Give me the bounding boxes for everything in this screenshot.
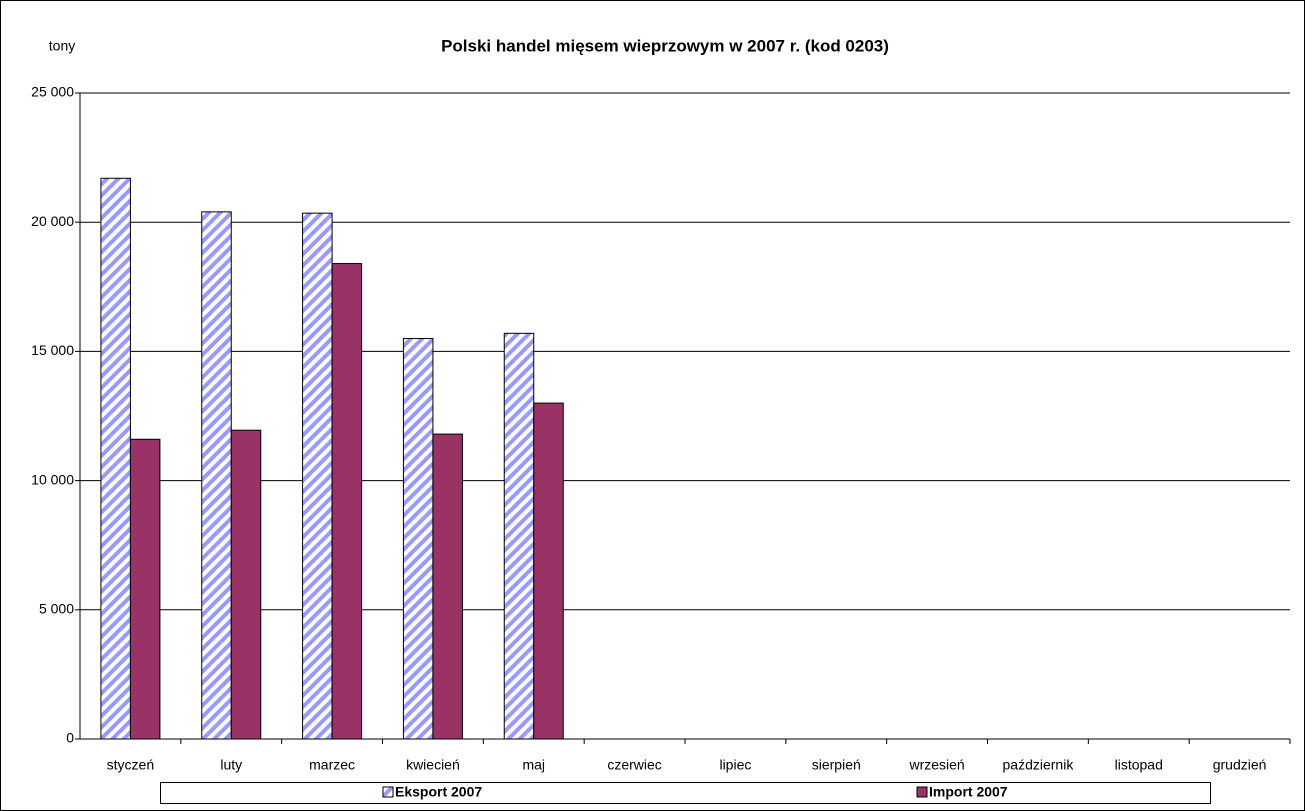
y-tick-label: 25 000 [31,84,74,100]
bar [100,177,131,740]
legend-box [160,782,1211,804]
y-tick-label: 10 000 [31,471,74,487]
bar [503,332,535,740]
bar [129,438,161,740]
bar [201,211,232,740]
y-tick-label: 5 000 [39,601,74,617]
x-tick-label: maj [522,757,545,773]
legend-label: Import 2007 [929,784,1008,800]
bar [331,263,363,740]
bar [230,429,262,740]
x-tick-label: grudzień [1213,757,1267,773]
x-tick-label: kwiecień [406,757,460,773]
legend-label: Eksport 2007 [395,784,482,800]
x-tick-label: lipiec [719,757,751,773]
legend-swatch [382,786,394,798]
legend-swatch [916,786,928,798]
x-tick-label: listopad [1115,757,1163,773]
y-tick-label: 0 [66,730,74,746]
bar [302,212,333,740]
bar [402,337,434,740]
x-tick-label: styczeń [107,757,154,773]
x-tick-label: październik [1003,757,1075,773]
bar [432,433,463,740]
y-tick-label: 15 000 [31,342,74,358]
y-tick-label: 20 000 [31,213,74,229]
x-tick-label: wrzesień [908,757,964,773]
bar [533,402,564,740]
y-axis-label: tony [49,38,75,54]
x-tick-label: luty [220,757,242,773]
chart-title: Polski handel mięsem wieprzowym w 2007 r… [441,36,889,55]
x-tick-label: marzec [309,757,355,773]
x-tick-label: sierpień [812,757,861,773]
x-tick-label: czerwiec [607,757,661,773]
